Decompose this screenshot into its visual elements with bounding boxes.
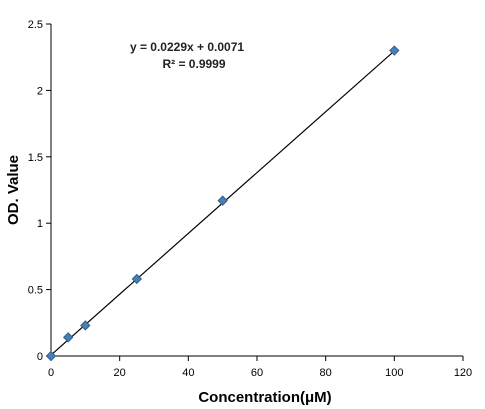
y-tick-label: 2.5 [28,19,43,31]
data-point [45,350,57,362]
data-point [217,195,228,206]
x-axis-title: Concentration(μM) [198,389,331,406]
y-tick-label: 1 [37,218,43,230]
x-tick-label: 0 [48,367,54,379]
data-point [131,273,143,285]
x-tick-label: 100 [385,367,403,379]
x-tick-label: 120 [454,367,472,379]
x-tick-label: 60 [251,367,263,379]
y-tick-label: 0.5 [28,285,43,297]
y-tick-label: 0 [37,351,43,363]
data-point [80,320,91,331]
x-tick-label: 40 [182,367,194,379]
equation-annotation: y = 0.0229x + 0.0071 [130,40,244,54]
r-squared-annotation: R² = 0.9999 [162,57,225,71]
data-point [389,45,400,56]
x-tick-label: 80 [320,367,332,379]
axis-ticks: 0 20 40 60 80 100 120 0 0.5 1 1.5 2 2.5 [28,19,472,379]
y-axis-title: OD. Value [5,155,22,225]
data-markers [45,45,400,362]
x-tick-label: 20 [114,367,126,379]
data-point [62,332,74,343]
y-tick-label: 1.5 [28,152,43,164]
y-tick-label: 2 [37,85,43,97]
